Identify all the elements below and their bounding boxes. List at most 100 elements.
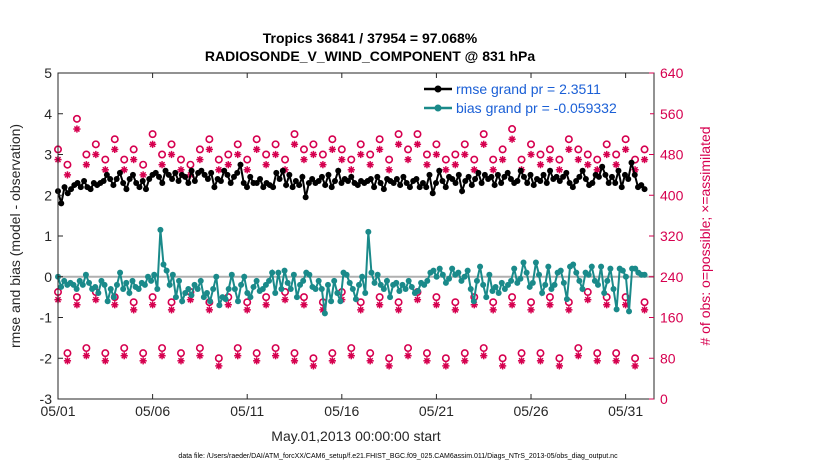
obs-possible-marker	[404, 344, 413, 353]
rmse-point	[283, 182, 290, 189]
rmse-point	[133, 180, 140, 187]
obs-possible-marker	[186, 160, 195, 169]
asterisk-stroke	[272, 352, 279, 359]
obs-assimilated-marker	[73, 301, 81, 309]
obs-assimilated-marker	[262, 161, 270, 169]
x-tick-label: 05/26	[513, 403, 548, 419]
obs-possible-marker	[347, 344, 356, 353]
obs-assimilated-marker	[149, 301, 157, 309]
obs-possible-marker	[574, 145, 583, 154]
asterisk-stroke	[357, 151, 364, 158]
rmse-point	[68, 186, 75, 193]
obs-assimilated-marker	[73, 125, 81, 133]
obs-possible-marker	[158, 344, 167, 353]
asterisk-stroke	[338, 156, 345, 163]
asterisk-stroke	[234, 151, 241, 158]
rmse-point	[377, 180, 384, 187]
obs-assimilated-marker	[480, 140, 488, 148]
asterisk-stroke	[367, 161, 374, 168]
bias-point	[548, 285, 555, 292]
obs-assimilated-marker	[546, 155, 554, 164]
bias-point	[188, 292, 195, 299]
rmse-point	[211, 184, 218, 191]
bias-point	[408, 283, 415, 290]
obs-assimilated-marker	[499, 362, 507, 370]
chart-title: Tropics 36841 / 37954 = 97.068%	[263, 30, 478, 46]
obs-possible-marker	[640, 298, 649, 307]
rmse-point	[543, 180, 550, 187]
rmse-point	[514, 177, 521, 184]
asterisk-stroke	[527, 306, 535, 313]
obs-assimilated-marker	[546, 301, 554, 309]
bias-point	[253, 277, 260, 284]
rmse-point	[459, 188, 466, 195]
obs-possible-marker	[63, 349, 72, 358]
bias-point	[334, 290, 341, 297]
obs-possible-marker	[489, 155, 498, 164]
rmse-point	[201, 171, 208, 178]
bias-point	[380, 285, 387, 292]
obs-assimilated-marker	[442, 362, 450, 370]
rmse-point	[156, 173, 163, 180]
obs-assimilated-marker	[120, 166, 128, 174]
obs-assimilated-marker	[376, 301, 384, 309]
obs-assimilated-marker	[480, 352, 488, 360]
rmse-point	[599, 163, 606, 170]
asterisk-stroke	[140, 171, 147, 178]
rmse-point	[573, 177, 580, 184]
obs-assimilated-marker	[300, 155, 308, 164]
obs-possible-marker	[337, 145, 346, 154]
rmse-point	[638, 182, 645, 189]
rmse-point	[618, 184, 625, 191]
bias-point	[604, 277, 611, 284]
asterisk-stroke	[509, 136, 516, 143]
bias-point	[269, 269, 276, 276]
obs-assimilated-marker	[290, 140, 299, 148]
bias-point	[194, 285, 201, 292]
obs-assimilated-marker	[404, 352, 412, 360]
rmse-point	[419, 180, 426, 187]
y-left-label: rmse and bias (model - observation)	[7, 124, 23, 348]
asterisk-stroke	[168, 151, 175, 158]
bias-point	[523, 269, 530, 276]
y-right-tick-label: 400	[660, 187, 684, 203]
obs-assimilated-marker	[253, 145, 261, 154]
obs-assimilated-marker	[300, 301, 308, 309]
obs-possible-marker	[158, 150, 167, 159]
asterisk-stroke	[613, 161, 620, 168]
obs-possible-marker	[290, 349, 299, 358]
asterisk-stroke	[130, 306, 137, 313]
bias-point	[157, 226, 164, 233]
obs-possible-marker	[413, 130, 422, 139]
y-right-tick-label: 160	[660, 310, 684, 326]
rmse-point	[442, 184, 449, 191]
obs-assimilated-marker	[489, 306, 497, 314]
bias-point	[86, 279, 93, 286]
obs-assimilated-marker	[593, 166, 601, 174]
obs-assimilated-marker	[508, 135, 516, 143]
obs-possible-marker	[612, 349, 621, 358]
asterisk-stroke	[603, 301, 610, 308]
obs-assimilated-marker	[631, 362, 639, 370]
bias-point	[98, 277, 105, 284]
rmse-point	[87, 186, 94, 193]
asterisk-stroke	[130, 156, 137, 163]
asterisk-stroke	[64, 357, 71, 364]
obs-assimilated-marker	[196, 352, 204, 360]
obs-possible-marker	[479, 130, 488, 139]
rmse-point	[540, 171, 547, 178]
obs-assimilated-marker	[612, 357, 620, 365]
bias-point	[154, 285, 161, 292]
bias-point	[598, 263, 605, 270]
rmse-point	[612, 180, 619, 187]
obs-possible-marker	[271, 140, 280, 149]
obs-possible-marker	[564, 135, 573, 144]
obs-possible-marker	[621, 293, 630, 302]
bias-line	[57, 229, 645, 314]
obs-possible-marker	[545, 145, 554, 154]
obs-assimilated-marker	[338, 155, 346, 164]
x-axis-label: May.01,2013 00:00:00 start	[271, 428, 441, 444]
rmse-point	[560, 173, 567, 180]
y-right-ticks: 0 80 160 240 320 400 480 560 640	[649, 65, 684, 407]
